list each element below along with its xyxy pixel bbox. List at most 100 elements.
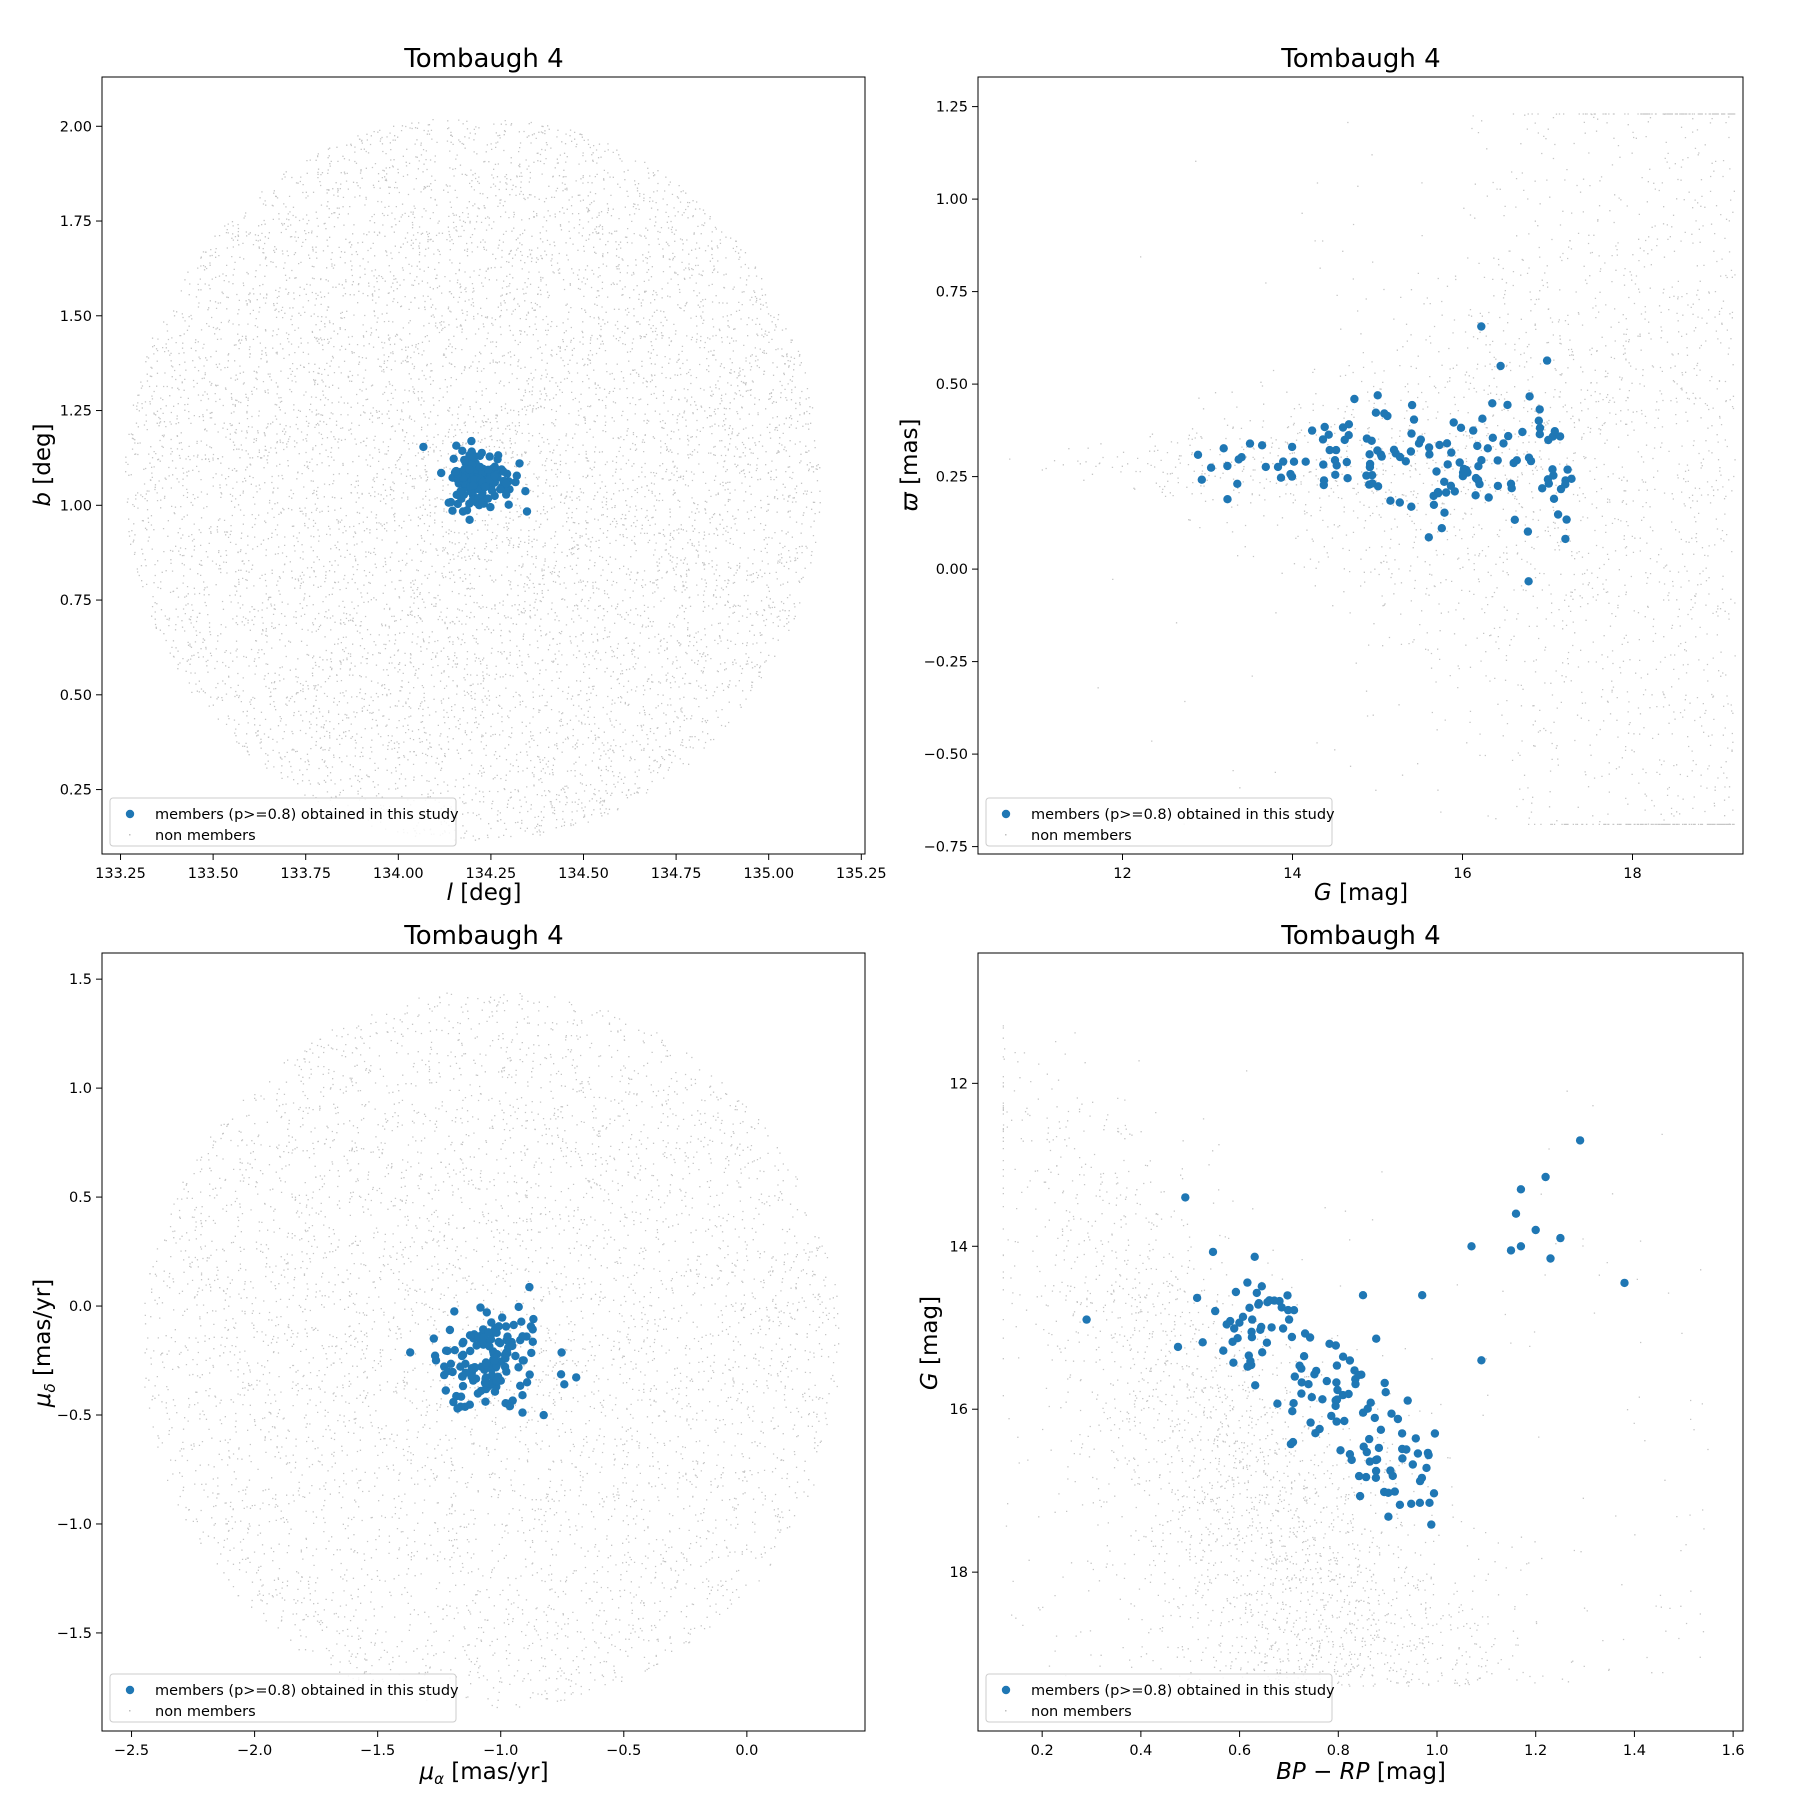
member-point [516,1381,525,1391]
member-point [527,1348,536,1358]
member-point [1299,1352,1309,1361]
panel-parallax-vs-magnitude: Tombaugh 4 12 14 16 18 −0.75 −0.50 −0.25 0.00 0.… [897,44,1744,906]
member-point [483,494,493,503]
member-point [1544,435,1553,445]
member-point [446,1359,456,1369]
x-axis-label: G [mag] [1314,880,1408,906]
member-point [1524,453,1534,462]
member-point [504,500,513,509]
legend-members-label: members (p>=0.8) obtained in this study [1031,1683,1335,1699]
y-tick-label: 18 [950,1565,968,1581]
axis-ticks: −2.5 −2.0 −1.5 −1.0 −0.5 0.0 −1.5 −1.0 −0.5 0.0 0.… [57,972,759,1759]
member-point [1376,1425,1386,1435]
member-point [1429,500,1439,509]
member-point [1407,429,1416,438]
member-point [1250,1252,1259,1262]
member-point [1290,1372,1300,1381]
member-point [1342,457,1352,467]
member-point [486,1335,496,1344]
member-point [1257,1282,1267,1291]
member-point [1506,1246,1516,1255]
y-axis-label: μδ [mas/yr] [30,1279,59,1408]
member-point [1389,445,1399,454]
member-point [1297,1389,1306,1398]
legend-nonmembers-label: non members [155,828,256,844]
y-axis-label: G [mag] [917,1296,943,1390]
member-point [1304,1380,1313,1389]
member-point [1276,473,1286,482]
member-point [1359,1442,1368,1451]
member-point [1354,1370,1363,1380]
member-point [1247,1327,1256,1337]
member-point [511,477,520,487]
member-point [448,1367,457,1377]
member-point [1319,460,1328,469]
member-point [1307,426,1317,435]
member-point [1373,391,1382,400]
member-point [1286,469,1295,479]
member-point [494,1322,503,1331]
member-point [1192,1293,1202,1303]
member-point [1256,1325,1265,1335]
member-point [1332,1378,1341,1387]
member-point [1455,458,1464,467]
member-point [1549,471,1558,480]
member-point [1429,1489,1439,1498]
legend-nonmember-marker [1005,1710,1007,1712]
y-tick-label: 0.00 [936,562,968,578]
member-point [1443,460,1452,469]
y-tick-label: −0.5 [57,1408,92,1424]
x-tick-label: −0.5 [606,1743,641,1759]
member-point [467,1372,476,1381]
member-point [1289,1399,1298,1408]
plot-frame [101,952,866,1732]
member-point [1415,1498,1425,1508]
member-point [1288,1437,1298,1447]
member-point [518,1408,527,1417]
y-axis-label: ϖ [mas] [897,418,923,511]
member-point [1413,1449,1423,1458]
data-layer [1009,113,1736,826]
member-point [1345,1356,1355,1365]
member-point [1553,510,1563,519]
member-point [1246,1356,1255,1366]
member-point [1300,1329,1310,1338]
member-point [1544,479,1554,488]
y-tick-label: 1.75 [60,214,92,230]
member-point [509,1320,518,1330]
member-point [485,452,494,461]
member-point [498,1313,507,1322]
member-point [458,1381,468,1391]
member-point [467,436,476,446]
member-point [495,1339,505,1348]
member-point [1499,439,1508,448]
member-point [490,462,499,471]
member-point [1288,1407,1297,1416]
member-point [1082,1315,1091,1324]
member-point [1340,1416,1349,1426]
panel-title: Tombaugh 4 [403,921,563,951]
member-point [458,446,467,455]
y-tick-label: 0.25 [936,470,968,486]
member-point [1538,484,1547,493]
member-point [1222,1320,1231,1329]
member-point [1365,450,1374,459]
member-point [466,1346,475,1356]
member-point [517,1317,526,1326]
member-point [522,507,532,516]
member-point [502,490,511,499]
member-point [1395,452,1405,462]
legend: members (p>=0.8) obtained in this study n… [985,1673,1335,1723]
member-point [450,1346,459,1355]
member-point [1384,1512,1393,1521]
plot-frame [977,76,1744,855]
member-point [1388,1471,1398,1481]
member-point [1424,443,1434,452]
x-tick-label: 134.00 [373,866,424,882]
member-point [1473,441,1482,451]
member-point [1535,430,1545,439]
member-point [1332,1395,1342,1404]
member-point [1534,416,1544,425]
member-point [1325,1339,1334,1349]
axis-ticks: 12 14 16 18 −0.75 −0.50 −0.25 0.00 0.25 0.50 0.75 1… [924,100,1642,882]
